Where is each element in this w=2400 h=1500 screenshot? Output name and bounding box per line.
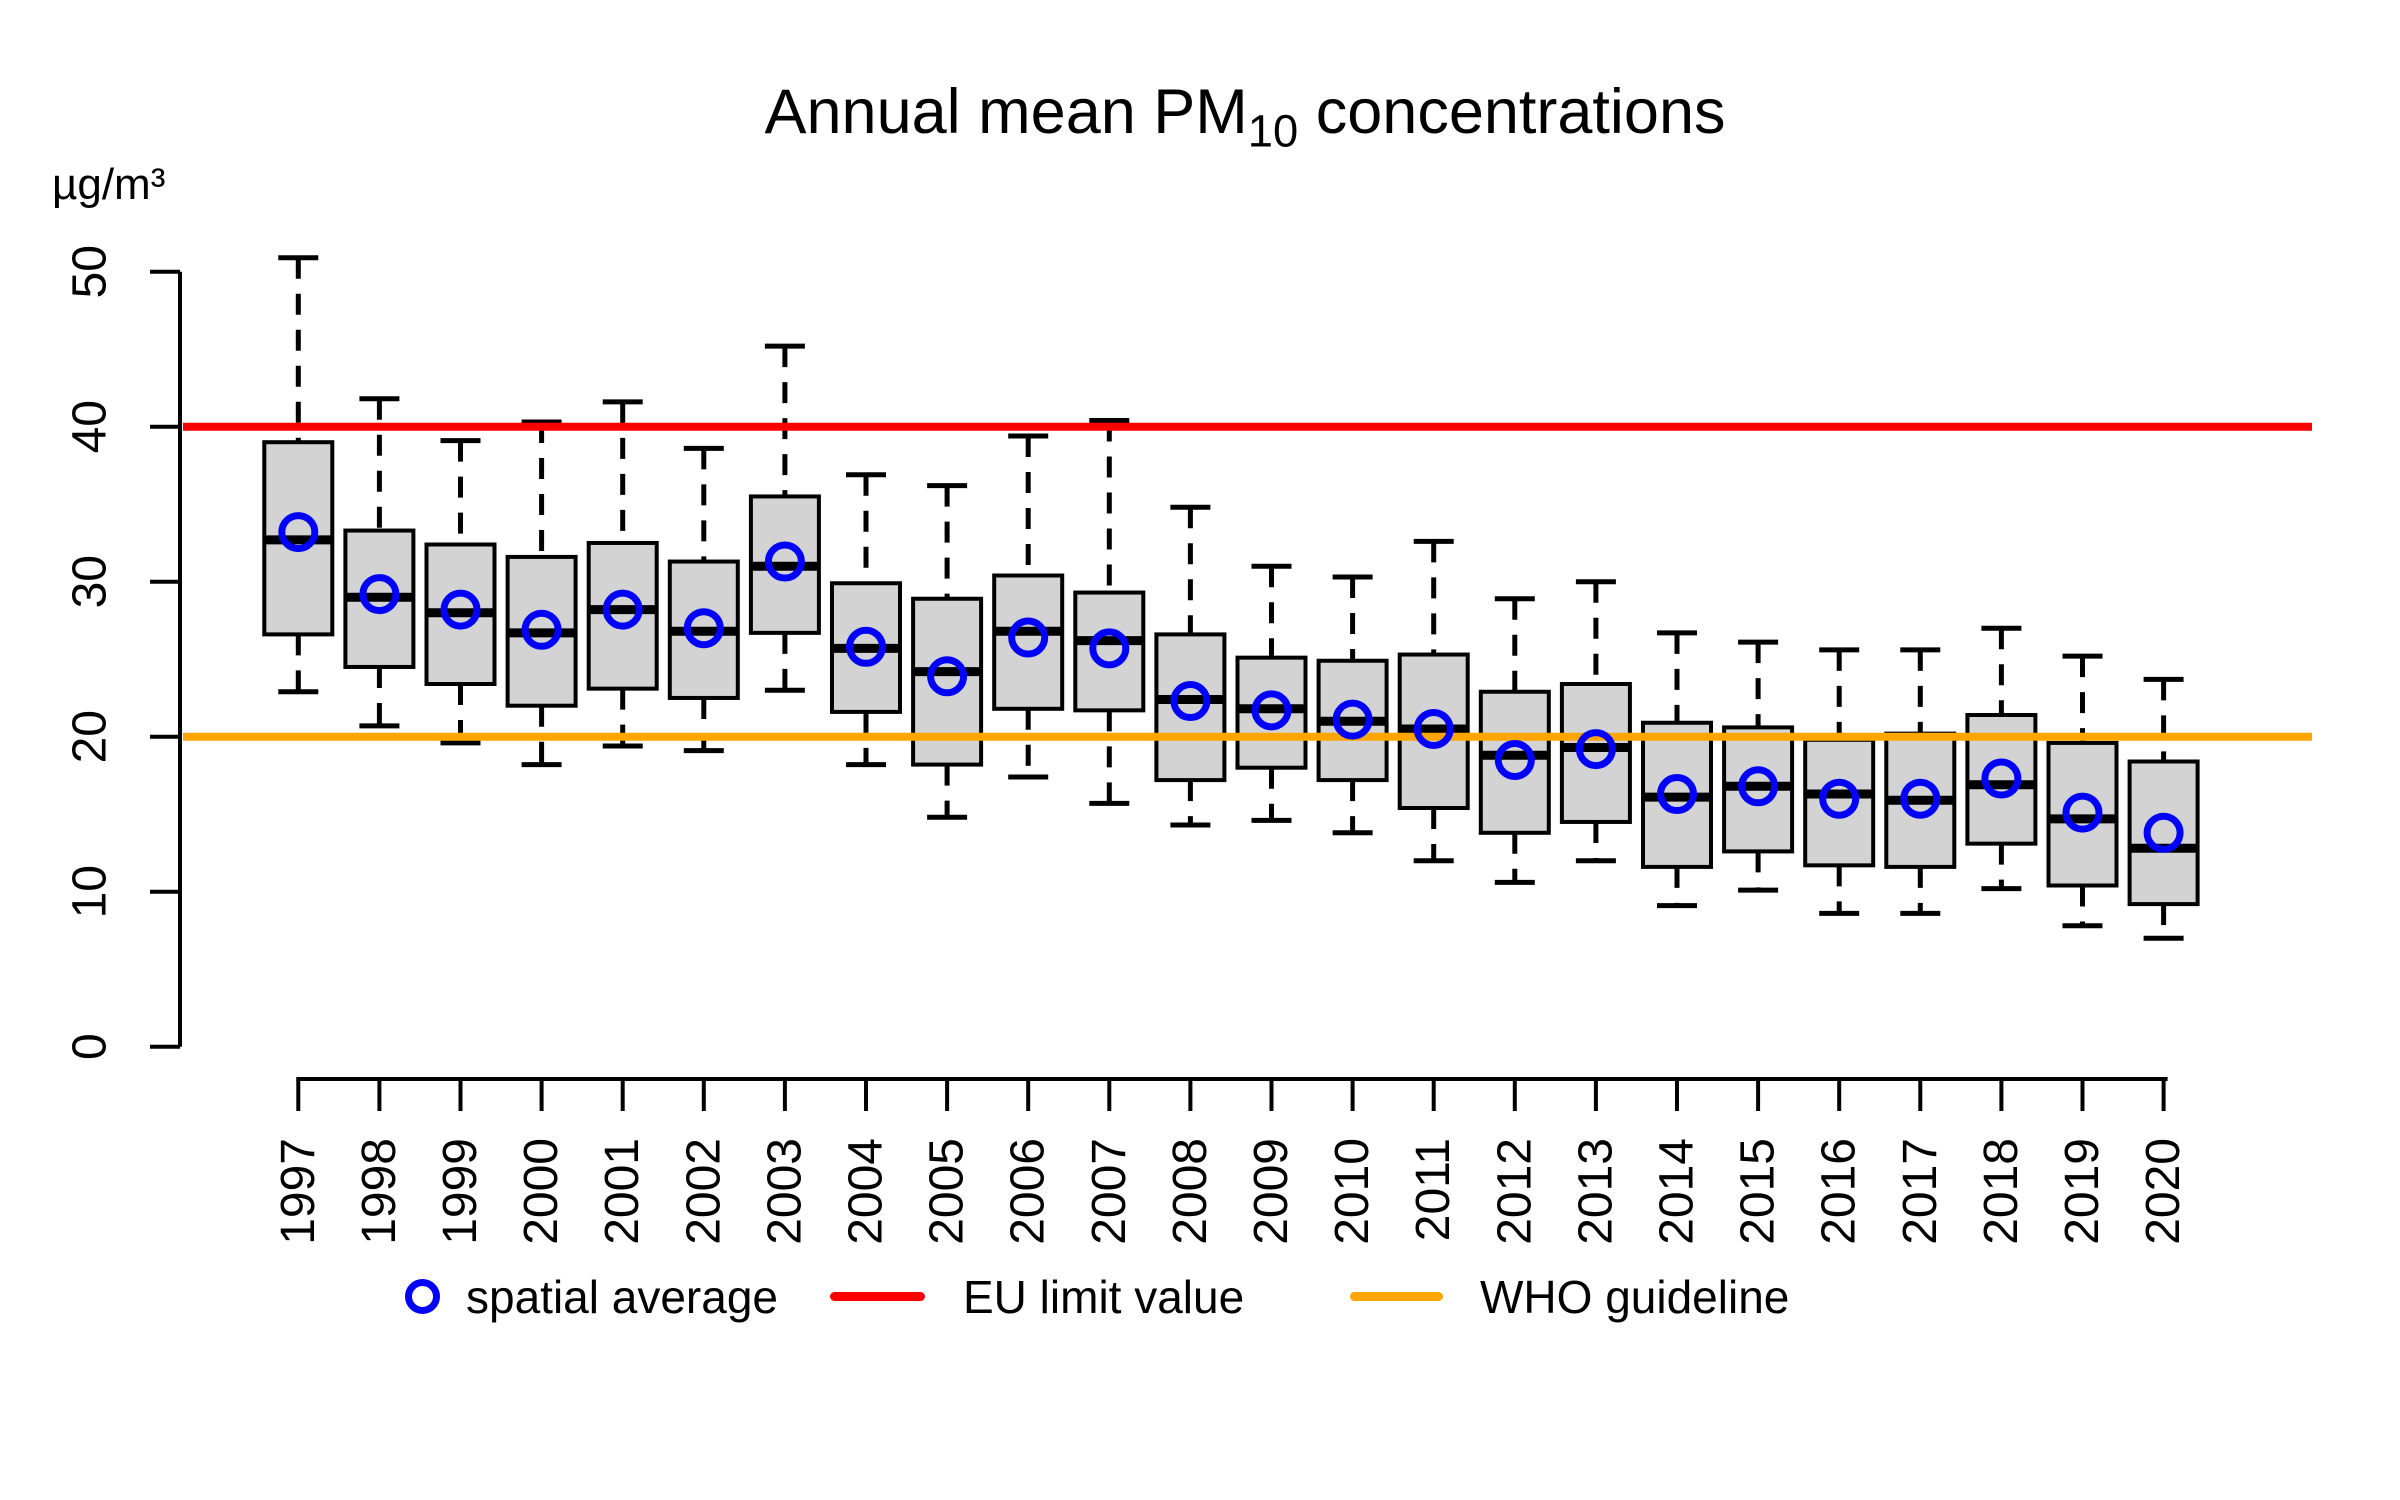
mean-marker-2002: [683, 608, 724, 649]
mean-marker-2008: [1170, 681, 1211, 722]
boxplot-2002: [667, 445, 740, 754]
boxplot-2016: [1803, 647, 1876, 916]
boxplot-1999: [424, 438, 497, 746]
mean-marker-2015: [1738, 766, 1779, 807]
mean-marker-2009: [1251, 690, 1292, 731]
boxplot-2012: [1478, 596, 1551, 885]
x-tick-label-2011: 2011: [1407, 1138, 1460, 1241]
y-axis-unit-label: µg/m³: [52, 160, 166, 209]
mean-marker-2005: [927, 656, 968, 697]
mean-marker-2001: [602, 589, 643, 630]
boxplot-2020: [2127, 676, 2200, 941]
box-2020: [2127, 759, 2200, 907]
x-tick-label-2012: 2012: [1488, 1138, 1541, 1245]
x-tick-label-1999: 1999: [434, 1138, 487, 1245]
box-2006: [992, 573, 1065, 711]
mean-marker-2006: [1008, 617, 1049, 658]
x-tick-label-2020: 2020: [2137, 1138, 2190, 1245]
boxplot-2006: [992, 433, 1065, 780]
box-2012: [1478, 689, 1551, 835]
boxplot-2008: [1154, 504, 1227, 828]
x-tick-label-2019: 2019: [2056, 1138, 2109, 1245]
boxplot-2003: [748, 343, 821, 693]
boxplot-2014: [1641, 630, 1713, 909]
boxplot-2017: [1884, 647, 1957, 916]
boxplot-2007: [1073, 418, 1146, 806]
mean-marker-2020: [2143, 812, 2184, 853]
x-tick-label-2009: 2009: [1245, 1138, 1298, 1245]
box-2019: [2046, 740, 2119, 888]
boxplot-2001: [586, 399, 659, 749]
boxplot-2000: [505, 419, 578, 768]
box-2008: [1154, 632, 1227, 783]
mean-marker-1997: [278, 512, 319, 553]
chart-title-prefix: Annual mean PM: [764, 77, 1248, 147]
mean-marker-2019: [2062, 792, 2103, 833]
x-tick-label-2014: 2014: [1651, 1138, 1704, 1245]
mean-marker-2016: [1819, 778, 1860, 819]
x-tick-label-2017: 2017: [1894, 1138, 1947, 1245]
x-tick-label-2013: 2013: [1569, 1138, 1622, 1245]
boxplot-2009: [1235, 563, 1308, 823]
y-axis: [150, 269, 182, 1049]
mean-marker-2014: [1657, 774, 1697, 815]
x-tick-label-1998: 1998: [353, 1138, 406, 1245]
box-2007: [1073, 590, 1146, 713]
boxplot-2018: [1965, 625, 2038, 892]
chart-title-subscript: 10: [1247, 105, 1299, 157]
chart-title-suffix: concentrations: [1298, 77, 1726, 147]
y-tick-label-20: 20: [64, 710, 117, 763]
boxplot-2019: [2046, 653, 2119, 929]
y-tick-label-40: 40: [64, 400, 117, 453]
x-tick-label-2000: 2000: [515, 1138, 568, 1245]
y-tick-label-50: 50: [64, 245, 117, 298]
mean-marker-2013: [1575, 729, 1616, 770]
x-tick-label-2018: 2018: [1975, 1138, 2028, 1245]
mean-marker-2018: [1981, 758, 2022, 799]
x-tick-label-2002: 2002: [677, 1138, 730, 1245]
mean-marker-2000: [521, 609, 562, 650]
boxplot-2015: [1722, 639, 1795, 893]
y-tick-label-10: 10: [64, 865, 117, 918]
x-tick-label-2003: 2003: [758, 1138, 811, 1245]
boxplot-2011: [1397, 538, 1470, 864]
boxplot-2013: [1559, 579, 1632, 864]
x-axis: [296, 1077, 2168, 1111]
mean-marker-2004: [846, 626, 886, 667]
x-tick-label-2007: 2007: [1083, 1138, 1136, 1245]
x-tick-label-2008: 2008: [1164, 1138, 1217, 1245]
y-tick-label-30: 30: [64, 555, 117, 608]
mean-marker-1998: [359, 574, 400, 615]
chart-title: Annual mean PM10 concentrations: [180, 76, 2310, 158]
mean-marker-2012: [1494, 739, 1535, 780]
boxplot-2004: [830, 472, 902, 768]
x-tick-label-2016: 2016: [1813, 1138, 1866, 1245]
boxplot-2005: [911, 483, 984, 820]
y-tick-label-0: 0: [64, 1033, 117, 1060]
boxplot-1998: [343, 396, 416, 729]
mean-marker-2003: [764, 541, 805, 582]
mean-marker-2010: [1332, 699, 1373, 740]
boxplot-2010: [1316, 574, 1389, 836]
x-tick-label-2006: 2006: [1002, 1138, 1055, 1245]
x-tick-label-2004: 2004: [840, 1138, 893, 1245]
box-2013: [1559, 682, 1632, 824]
mean-marker-2011: [1413, 708, 1454, 749]
mean-marker-1999: [440, 589, 481, 630]
mean-marker-2017: [1900, 778, 1941, 819]
box-2016: [1803, 737, 1876, 868]
x-tick-label-2005: 2005: [921, 1138, 974, 1245]
x-tick-label-2001: 2001: [596, 1138, 649, 1245]
x-tick-label-1997: 1997: [272, 1138, 325, 1245]
x-tick-label-2015: 2015: [1732, 1138, 1785, 1245]
mean-marker-2007: [1089, 628, 1130, 669]
x-tick-label-2010: 2010: [1326, 1138, 1379, 1245]
boxplot-1997: [262, 255, 335, 695]
box-2001: [586, 540, 659, 691]
